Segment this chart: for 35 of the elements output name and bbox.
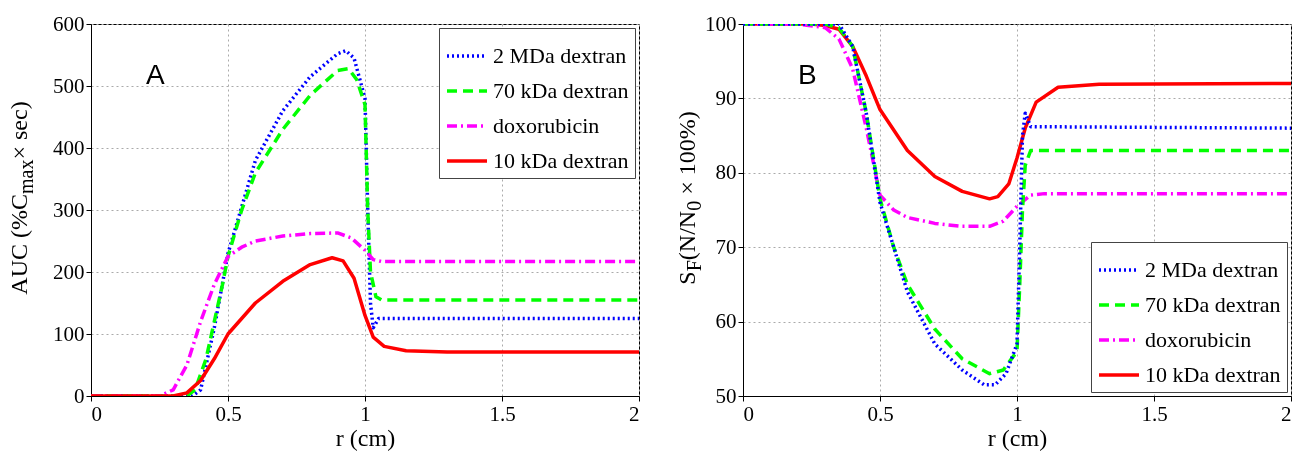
y-tick-label: 70 (715, 234, 737, 259)
annotation: A (146, 59, 165, 90)
legend-label: 70 kDa dextran (1145, 292, 1281, 317)
y-tick-label: 100 (705, 11, 737, 36)
x-tick-label: 2 (629, 401, 640, 426)
y-tick-label: 300 (53, 197, 85, 222)
x-axis-title: r (cm) (987, 424, 1048, 451)
y-tick-label: 500 (53, 73, 85, 98)
y-tick-label: 400 (53, 135, 85, 160)
x-tick-label: 1 (360, 401, 371, 426)
y-tick-label: 80 (715, 160, 737, 185)
x-tick-label: 0 (91, 401, 102, 426)
y-tick-label: 90 (715, 85, 737, 110)
y-tick-label: 0 (74, 383, 85, 408)
y-tick-label: 600 (53, 11, 85, 36)
legend-label: 70 kDa dextran (493, 78, 629, 103)
legend-label: doxorubicin (1145, 327, 1252, 352)
y-tick-label: 100 (53, 321, 85, 346)
x-tick-label: 2 (1281, 401, 1292, 426)
x-tick-label: 0 (743, 401, 754, 426)
legend-label: 10 kDa dextran (1145, 362, 1281, 387)
y-tick-label: 50 (715, 383, 737, 408)
x-tick-label: 1 (1012, 401, 1023, 426)
y-tick-label: 200 (53, 259, 85, 284)
legend-label: 2 MDa dextran (493, 43, 627, 68)
legend-label: 2 MDa dextran (1145, 257, 1279, 282)
y-tick-label: 60 (715, 309, 737, 334)
x-tick-label: 1.5 (489, 401, 516, 426)
x-tick-label: 0.5 (867, 401, 894, 426)
annotation: B (798, 59, 817, 90)
x-tick-label: 0.5 (215, 401, 242, 426)
x-axis-title: r (cm) (335, 424, 396, 451)
x-tick-label: 1.5 (1141, 401, 1168, 426)
legend-label: 10 kDa dextran (493, 148, 629, 173)
legend-label: doxorubicin (493, 113, 600, 138)
